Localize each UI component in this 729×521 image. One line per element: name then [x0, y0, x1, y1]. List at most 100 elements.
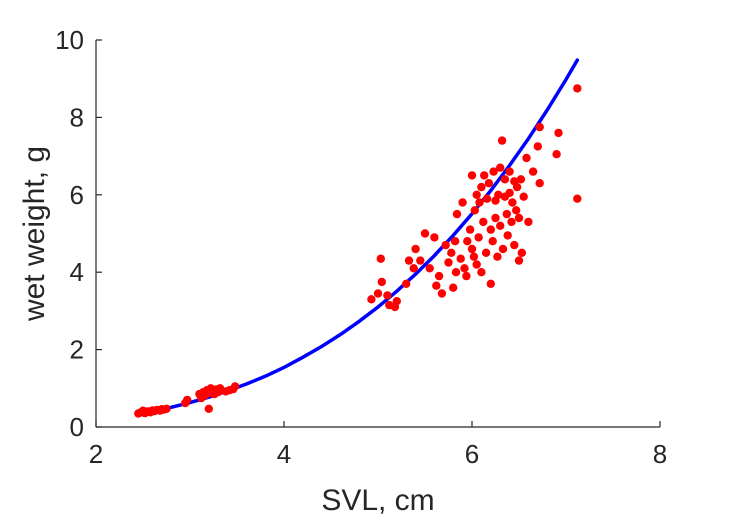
data-point	[472, 190, 481, 199]
data-point	[367, 295, 376, 304]
data-point	[377, 277, 386, 287]
data-point	[470, 206, 479, 215]
data-point	[500, 175, 510, 184]
data-point	[449, 283, 458, 292]
data-point	[498, 244, 508, 254]
y-tick-label: 10	[55, 25, 84, 55]
data-point	[517, 248, 526, 257]
data-point	[451, 268, 461, 277]
data-point	[450, 237, 460, 246]
data-point	[463, 237, 472, 246]
data-point	[522, 153, 531, 163]
data-point	[465, 225, 475, 234]
data-point	[502, 209, 511, 219]
data-point	[524, 217, 533, 227]
data-point	[416, 256, 425, 265]
data-point	[486, 279, 495, 288]
data-point	[456, 254, 465, 263]
data-point	[447, 248, 456, 257]
data-point	[516, 175, 526, 184]
data-point	[434, 271, 444, 281]
x-tick-label: 6	[465, 439, 479, 469]
data-point	[462, 271, 471, 281]
x-tick-label: 2	[89, 439, 103, 469]
data-point	[573, 194, 582, 203]
x-axis-label: SVL, cm	[321, 484, 434, 517]
y-tick-label: 4	[70, 257, 84, 287]
y-tick-label: 0	[70, 412, 84, 442]
data-point	[488, 237, 497, 246]
data-point	[432, 281, 441, 290]
x-tick-label: 4	[277, 439, 291, 469]
data-point	[533, 142, 542, 151]
data-point	[392, 297, 401, 306]
data-point	[467, 171, 477, 180]
data-point	[503, 231, 512, 240]
data-point	[535, 122, 544, 132]
data-point	[458, 198, 467, 207]
data-point	[477, 182, 486, 192]
data-point	[493, 252, 502, 261]
data-point	[204, 404, 213, 413]
data-point	[512, 182, 522, 192]
data-point	[477, 268, 486, 277]
data-point	[507, 217, 516, 227]
data-point	[467, 244, 477, 254]
data-point	[497, 136, 507, 145]
data-point	[373, 289, 383, 298]
data-point	[505, 167, 514, 176]
data-point	[491, 213, 500, 223]
data-point	[484, 179, 494, 188]
data-point	[411, 244, 420, 254]
data-point	[508, 198, 517, 207]
data-point	[452, 209, 462, 219]
data-points-layer	[134, 84, 582, 418]
data-point	[472, 260, 481, 269]
data-point	[425, 264, 434, 273]
data-point	[482, 194, 492, 203]
y-tick-label: 6	[70, 180, 84, 210]
data-point	[512, 206, 521, 215]
x-tick-label: 8	[653, 439, 667, 469]
fit-curve	[136, 58, 580, 416]
data-point	[510, 240, 519, 250]
data-point	[514, 256, 524, 265]
data-point	[444, 258, 453, 267]
data-point	[376, 254, 385, 263]
data-point	[480, 171, 489, 180]
data-point	[489, 167, 498, 176]
data-point	[535, 179, 544, 188]
data-point	[486, 225, 495, 234]
y-tick-label: 8	[70, 102, 84, 132]
data-point	[162, 404, 171, 413]
data-point	[528, 167, 538, 176]
y-axis-label: wet weight, g	[18, 146, 51, 322]
data-point	[183, 395, 192, 405]
data-point	[409, 264, 418, 273]
data-point	[474, 233, 483, 242]
data-point	[481, 248, 491, 257]
data-point	[519, 192, 528, 201]
data-point	[573, 84, 582, 93]
data-point	[430, 233, 439, 242]
data-point	[383, 291, 392, 300]
data-point	[404, 256, 414, 265]
data-point	[420, 229, 430, 238]
data-point	[496, 163, 505, 172]
data-point	[230, 382, 240, 391]
data-point	[552, 150, 561, 159]
data-point	[554, 128, 563, 138]
data-point	[441, 240, 450, 250]
data-point	[505, 188, 514, 198]
y-tick-label: 2	[70, 335, 84, 365]
fit-curve-layer	[136, 58, 580, 416]
axes	[95, 40, 660, 428]
data-point	[479, 217, 488, 227]
data-point	[437, 289, 447, 298]
data-point	[494, 190, 503, 199]
data-point	[402, 279, 411, 288]
data-point	[460, 264, 469, 273]
data-point	[514, 213, 524, 223]
